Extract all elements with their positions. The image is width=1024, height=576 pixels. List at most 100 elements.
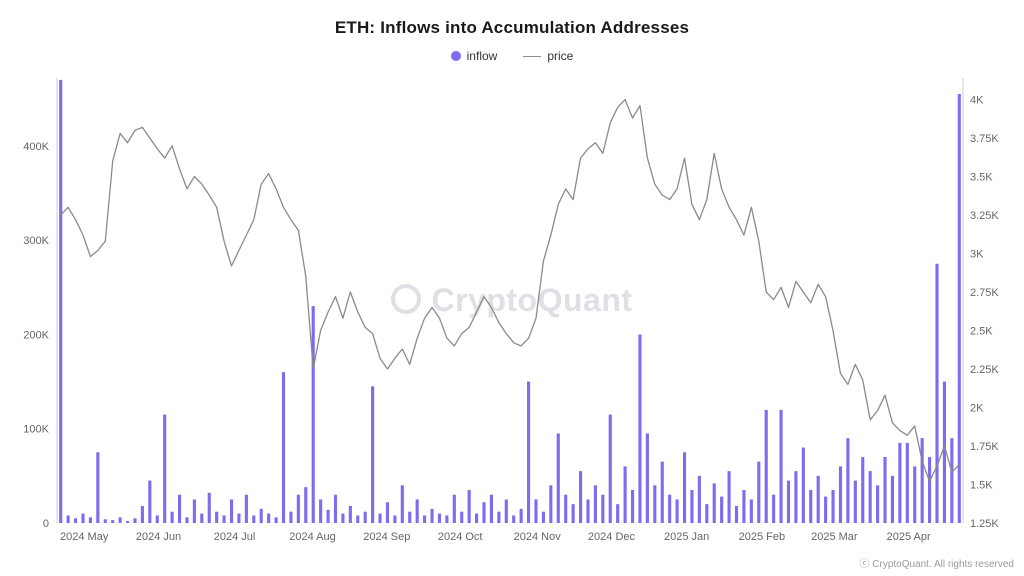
inflow-bar	[326, 509, 330, 523]
inflow-bar	[207, 492, 211, 523]
inflow-bar	[786, 480, 791, 523]
inflow-bar	[215, 511, 219, 523]
inflow-bar	[950, 438, 954, 523]
inflow-bar	[638, 334, 642, 523]
inflow-bar	[801, 447, 805, 523]
inflow-bar	[749, 499, 753, 523]
left-axis-tick: 400K	[23, 141, 49, 153]
inflow-bar	[118, 517, 122, 523]
inflow-bar	[400, 485, 404, 523]
inflow-bar	[742, 490, 746, 523]
legend-label-price: price	[547, 49, 574, 63]
inflow-bar	[846, 438, 850, 523]
inflow-bar	[682, 452, 687, 523]
x-axis-tick: 2025 Feb	[739, 531, 785, 543]
inflow-bar	[103, 519, 107, 523]
inflow-bar	[608, 414, 612, 523]
inflow-bar	[125, 521, 130, 523]
price-line-icon	[523, 55, 542, 57]
inflow-bar	[185, 517, 189, 523]
inflow-bar	[519, 508, 523, 523]
chart-title: ETH: Inflows into Accumulation Addresses	[334, 18, 690, 37]
inflow-bar	[304, 487, 308, 523]
inflow-bar	[779, 409, 783, 523]
legend-item-price[interactable]: price	[523, 49, 573, 63]
inflow-bar	[578, 471, 583, 523]
inflow-bar	[452, 494, 456, 523]
inflow-bar	[816, 475, 820, 523]
inflow-bar	[140, 506, 144, 523]
inflow-bar	[957, 94, 961, 523]
inflow-bar	[408, 511, 412, 523]
inflow-dot-icon	[450, 51, 461, 61]
inflow-bar	[497, 511, 501, 523]
inflow-bar	[824, 496, 828, 523]
inflow-bar	[534, 499, 538, 523]
inflow-bar	[341, 513, 345, 523]
inflow-bar	[527, 381, 531, 523]
inflow-bar	[898, 442, 902, 523]
inflow-bar	[415, 499, 419, 523]
inflow-bar	[385, 502, 390, 523]
inflow-bar	[616, 504, 620, 523]
right-axis-tick: 3.25K	[970, 210, 999, 222]
x-axis-tick: 2024 Aug	[289, 531, 336, 543]
inflow-bar	[222, 515, 226, 523]
inflow-bar	[460, 511, 464, 523]
x-axis-tick: 2024 Jul	[214, 531, 256, 543]
inflow-bar	[630, 490, 635, 523]
inflow-bar	[920, 438, 924, 523]
inflow-bar	[155, 515, 159, 523]
inflow-bar	[913, 466, 917, 523]
right-axis-tick: 1.75K	[970, 441, 999, 453]
inflow-bar	[712, 483, 716, 523]
x-axis-tick: 2024 May	[60, 531, 109, 543]
inflow-bar	[74, 518, 78, 523]
inflow-bar	[319, 499, 323, 523]
right-axis-tick: 3.5K	[970, 172, 993, 184]
legend-label-inflow: inflow	[466, 49, 498, 63]
inflow-bar	[928, 457, 932, 523]
watermark: CryptoQuant	[0, 282, 1024, 319]
inflow-bar	[371, 386, 375, 523]
x-axis-tick: 2024 Dec	[588, 531, 636, 543]
inflow-bar	[838, 466, 843, 523]
inflow-bar	[645, 433, 649, 523]
inflow-bar	[274, 517, 278, 523]
inflow-bar	[757, 461, 761, 523]
right-axis-tick: 1.5K	[970, 480, 993, 492]
left-axis-tick: 300K	[23, 235, 49, 247]
inflow-bar	[88, 517, 92, 523]
inflow-bar	[764, 409, 768, 523]
inflow-bar	[809, 490, 813, 523]
inflow-bar	[489, 494, 493, 523]
inflow-bar	[475, 513, 479, 523]
inflow-bar	[200, 513, 204, 523]
right-axis-tick: 2.75K	[970, 287, 999, 299]
inflow-bar	[556, 433, 560, 523]
legend-item-inflow[interactable]: inflow	[450, 49, 498, 63]
inflow-bar	[148, 480, 152, 523]
inflow-bar	[660, 461, 664, 523]
inflow-bar	[890, 475, 895, 523]
right-axis-tick: 1.25K	[970, 518, 999, 530]
inflow-bar	[177, 494, 182, 523]
inflow-bar	[853, 480, 857, 523]
x-axis-tick: 2025 Apr	[887, 531, 931, 543]
inflow-bar	[512, 515, 516, 523]
inflow-bar	[252, 515, 256, 523]
inflow-bar	[504, 499, 508, 523]
inflow-bar	[772, 494, 776, 523]
inflow-bar	[720, 496, 724, 523]
right-axis-tick: 4K	[970, 95, 984, 107]
right-axis-tick: 2.5K	[970, 326, 993, 338]
inflow-bar	[170, 511, 174, 523]
inflow-bar	[905, 442, 909, 523]
x-axis-tick: 2025 Jan	[664, 531, 709, 543]
x-axis-tick: 2024 Sep	[363, 531, 410, 543]
inflow-bar	[935, 263, 939, 523]
inflow-bar	[794, 471, 798, 523]
inflow-bar	[861, 457, 865, 523]
inflow-bar	[653, 485, 657, 523]
x-axis-tick: 2025 Mar	[811, 531, 858, 543]
